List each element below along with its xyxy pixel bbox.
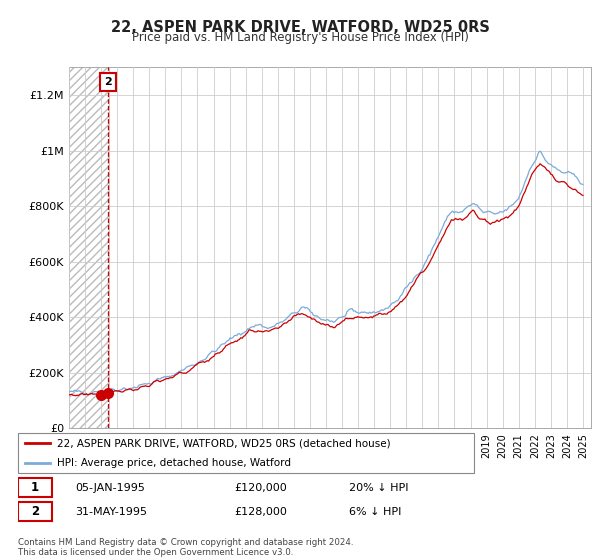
Text: 2: 2 <box>104 77 112 87</box>
Text: 22, ASPEN PARK DRIVE, WATFORD, WD25 0RS: 22, ASPEN PARK DRIVE, WATFORD, WD25 0RS <box>110 20 490 35</box>
Text: HPI: Average price, detached house, Watford: HPI: Average price, detached house, Watf… <box>57 458 291 468</box>
Text: 1: 1 <box>31 482 39 494</box>
FancyBboxPatch shape <box>18 502 52 521</box>
Text: 05-JAN-1995: 05-JAN-1995 <box>75 483 145 493</box>
Text: 22, ASPEN PARK DRIVE, WATFORD, WD25 0RS (detached house): 22, ASPEN PARK DRIVE, WATFORD, WD25 0RS … <box>57 438 391 449</box>
FancyBboxPatch shape <box>18 478 52 497</box>
Text: 2: 2 <box>31 505 39 518</box>
Text: Contains HM Land Registry data © Crown copyright and database right 2024.
This d: Contains HM Land Registry data © Crown c… <box>18 538 353 557</box>
Text: £128,000: £128,000 <box>235 507 287 517</box>
Text: 20% ↓ HPI: 20% ↓ HPI <box>349 483 408 493</box>
Text: Price paid vs. HM Land Registry's House Price Index (HPI): Price paid vs. HM Land Registry's House … <box>131 31 469 44</box>
Text: £120,000: £120,000 <box>235 483 287 493</box>
Text: 6% ↓ HPI: 6% ↓ HPI <box>349 507 401 517</box>
Text: 31-MAY-1995: 31-MAY-1995 <box>75 507 147 517</box>
